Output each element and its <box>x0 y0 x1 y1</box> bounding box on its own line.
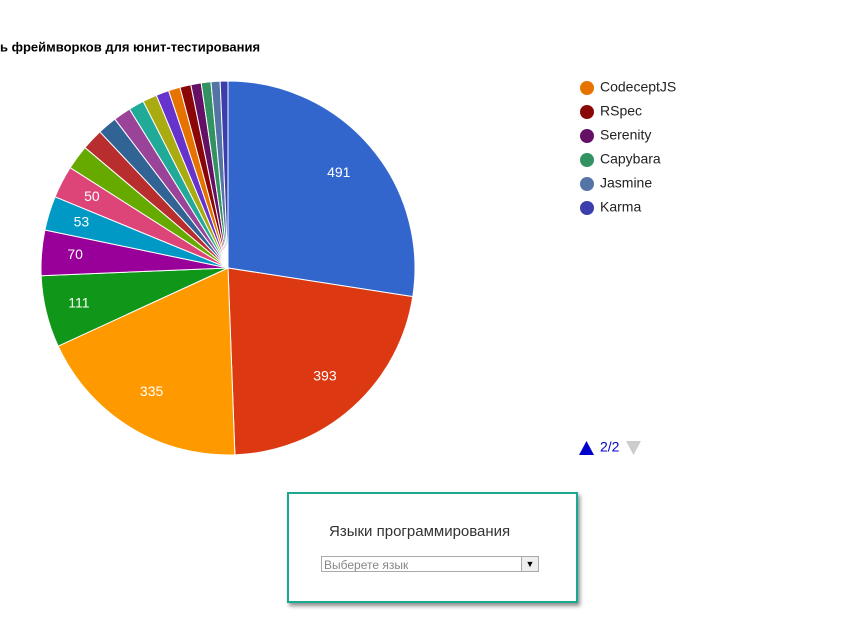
language-panel: Языки программирования Выберете язык ▼ <box>287 492 578 603</box>
pie-slice <box>227 80 416 298</box>
pie-slice <box>227 267 414 456</box>
slice-label: 50 <box>84 188 100 204</box>
legend-swatch <box>580 201 594 215</box>
pie-slice <box>219 80 229 269</box>
pie-slice <box>57 267 236 456</box>
slice-label: 335 <box>140 383 164 399</box>
chart-title: ь фреймворков для юнит-тестирования <box>0 39 260 54</box>
legend-prev[interactable] <box>579 441 594 455</box>
slice-label: 111 <box>68 295 89 311</box>
legend-label: RSpec <box>600 103 642 119</box>
legend-label: Capybara <box>600 151 661 167</box>
legend-swatch <box>580 105 594 119</box>
slice-label: 70 <box>67 246 83 262</box>
slice-label: 53 <box>74 214 90 230</box>
legend-next <box>626 441 641 455</box>
legend-label: Jasmine <box>600 175 652 191</box>
legend-page: 2/2 <box>600 439 620 455</box>
legend-swatch <box>580 177 594 191</box>
panel-title: Языки программирования <box>329 523 511 540</box>
legend-swatch <box>580 81 594 95</box>
language-select[interactable]: Выберете язык ▼ <box>321 556 539 572</box>
legend-label: Karma <box>600 199 641 215</box>
slice-label: 491 <box>327 164 351 180</box>
select-arrow[interactable]: ▼ <box>521 557 538 571</box>
slice-label: 393 <box>313 368 337 384</box>
select-placeholder: Выберете язык <box>324 558 409 572</box>
legend-swatch <box>580 153 594 167</box>
legend-label: CodeceptJS <box>600 79 676 95</box>
legend-swatch <box>580 129 594 143</box>
legend-label: Serenity <box>600 127 651 143</box>
